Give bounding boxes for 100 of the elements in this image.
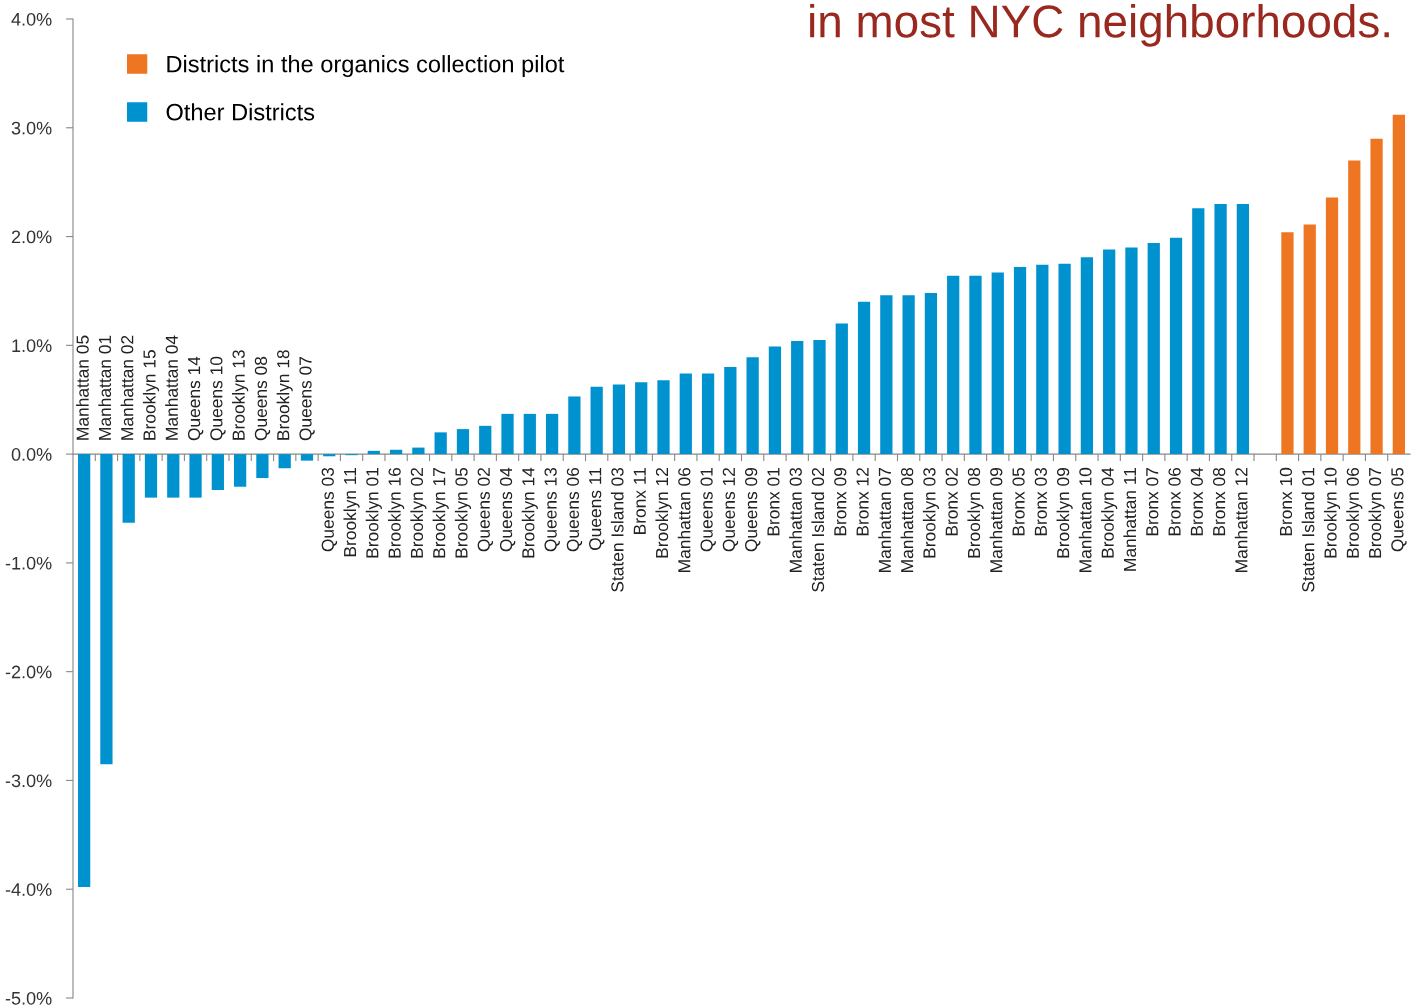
bar (657, 380, 670, 455)
x-tick-label: Manhattan 07 (878, 468, 891, 572)
x-tick-label: Queens 08 (254, 356, 271, 441)
x-tick-label: Brooklyn 05 (454, 467, 472, 558)
x-tick-label: Queens 01 (700, 468, 716, 552)
y-tick-label: -3.0% (5, 774, 52, 788)
bar (969, 275, 982, 455)
y-tick-label: -2.0% (5, 665, 52, 679)
bar (746, 357, 759, 455)
x-tick-label: Bronx 06 (1168, 467, 1181, 536)
bar (545, 413, 559, 455)
x-tick-label: Queens 09 (745, 467, 761, 552)
bar (568, 396, 581, 455)
legend-label: Districts in the organics collection pilot (167, 55, 565, 78)
bar (367, 450, 380, 455)
y-tick-label: 2.0% (11, 230, 52, 244)
x-tick-label: Manhattan 01 (98, 335, 112, 440)
x-tick-label: Brooklyn 14 (521, 467, 538, 558)
x-tick-label: Queens 13 (544, 467, 560, 552)
x-tick-label: Bronx 04 (1190, 467, 1203, 536)
x-tick-label: Brooklyn 15 (142, 350, 160, 440)
x-tick-label: Queens 14 (187, 356, 204, 441)
bar (1392, 114, 1405, 455)
x-tick-label: Manhattan 05 (76, 335, 89, 440)
legend-label: Other Districts (166, 103, 315, 121)
x-tick-label: Brooklyn 01 (365, 468, 382, 558)
x-tick-label: Manhattan 08 (900, 467, 914, 572)
bar (234, 454, 247, 487)
x-tick-label: Bronx 01 (767, 468, 780, 536)
x-tick-label: Manhattan 09 (989, 467, 1003, 572)
y-tick-label: 4.0% (11, 12, 52, 26)
bar (724, 367, 737, 455)
x-tick-label: Bronx 11 (633, 468, 646, 534)
x-tick-label: Brooklyn 08 (967, 467, 984, 558)
bar (1214, 203, 1227, 455)
x-tick-label: Manhattan 03 (789, 467, 802, 572)
bar (144, 454, 158, 498)
x-tick-label: Brooklyn 10 (1323, 467, 1341, 558)
x-tick-label: Queens 07 (299, 356, 315, 441)
bar (590, 386, 603, 455)
bar (456, 429, 470, 455)
bar (1125, 247, 1138, 455)
bar (278, 454, 291, 469)
x-tick-label: Bronx 08 (1212, 467, 1226, 536)
bar (389, 449, 403, 455)
x-tick-label: Queens 11 (589, 468, 605, 550)
x-tick-label: Brooklyn 04 (1101, 467, 1118, 558)
x-tick-label: Brooklyn 09 (1056, 467, 1073, 558)
bar (768, 346, 782, 455)
y-tick-label: 0.0% (11, 448, 52, 461)
bar (701, 373, 715, 455)
bar (924, 293, 938, 455)
x-tick-label: Staten Island 02 (811, 468, 825, 592)
x-tick-label: Bronx 02 (945, 468, 958, 536)
y-tick-label: -1.0% (5, 556, 52, 570)
y-tick-label: -5.0% (5, 991, 52, 1005)
x-tick-label: Queens 05 (1391, 467, 1407, 552)
bar (880, 295, 893, 455)
bar (902, 295, 915, 455)
x-tick-label: Staten Island 01 (1301, 468, 1315, 592)
bar (947, 275, 960, 455)
x-tick-label: Queens 02 (477, 468, 494, 552)
bar (1013, 267, 1027, 455)
x-tick-label: Manhattan 04 (165, 335, 178, 440)
x-tick-label: Queens 03 (321, 467, 338, 552)
x-tick-label: Brooklyn 03 (922, 467, 939, 558)
x-tick-label: Brooklyn 06 (1346, 467, 1363, 558)
x-tick-label: Brooklyn 16 (388, 467, 405, 558)
x-tick-label: Manhattan 06 (677, 467, 691, 572)
bar (612, 384, 626, 455)
x-tick-label: Bronx 10 (1279, 467, 1293, 536)
bar (300, 454, 314, 461)
x-tick-label: Brooklyn 18 (276, 350, 293, 440)
bar (857, 301, 871, 455)
bar (1169, 237, 1183, 455)
x-tick-label: Brooklyn 07 (1368, 468, 1385, 558)
bar (991, 272, 1004, 455)
bar (1036, 264, 1049, 455)
bar (1281, 232, 1294, 455)
x-tick-label: Queens 04 (499, 467, 516, 552)
x-tick-label: Bronx 12 (856, 468, 869, 536)
bar (1080, 257, 1094, 455)
bar (1303, 224, 1316, 455)
y-tick-label: 3.0% (11, 121, 52, 135)
chart-title: in most NYC neighborhoods. (810, 4, 1389, 47)
bar (479, 425, 492, 455)
bar (100, 454, 113, 765)
bar (501, 413, 514, 455)
x-tick-label: Manhattan 10 (1078, 467, 1092, 572)
x-tick-label: Brooklyn 17 (432, 468, 449, 558)
bar (635, 382, 648, 455)
bar (1103, 249, 1116, 455)
x-tick-label: Staten Island 03 (610, 467, 624, 592)
x-tick-label: Bronx 03 (1034, 467, 1047, 536)
bar (1325, 197, 1339, 455)
bar (1058, 263, 1071, 455)
x-tick-label: Brooklyn 12 (655, 468, 672, 558)
bar (167, 454, 180, 498)
bar (211, 454, 224, 491)
x-tick-label: Queens 06 (566, 467, 583, 552)
